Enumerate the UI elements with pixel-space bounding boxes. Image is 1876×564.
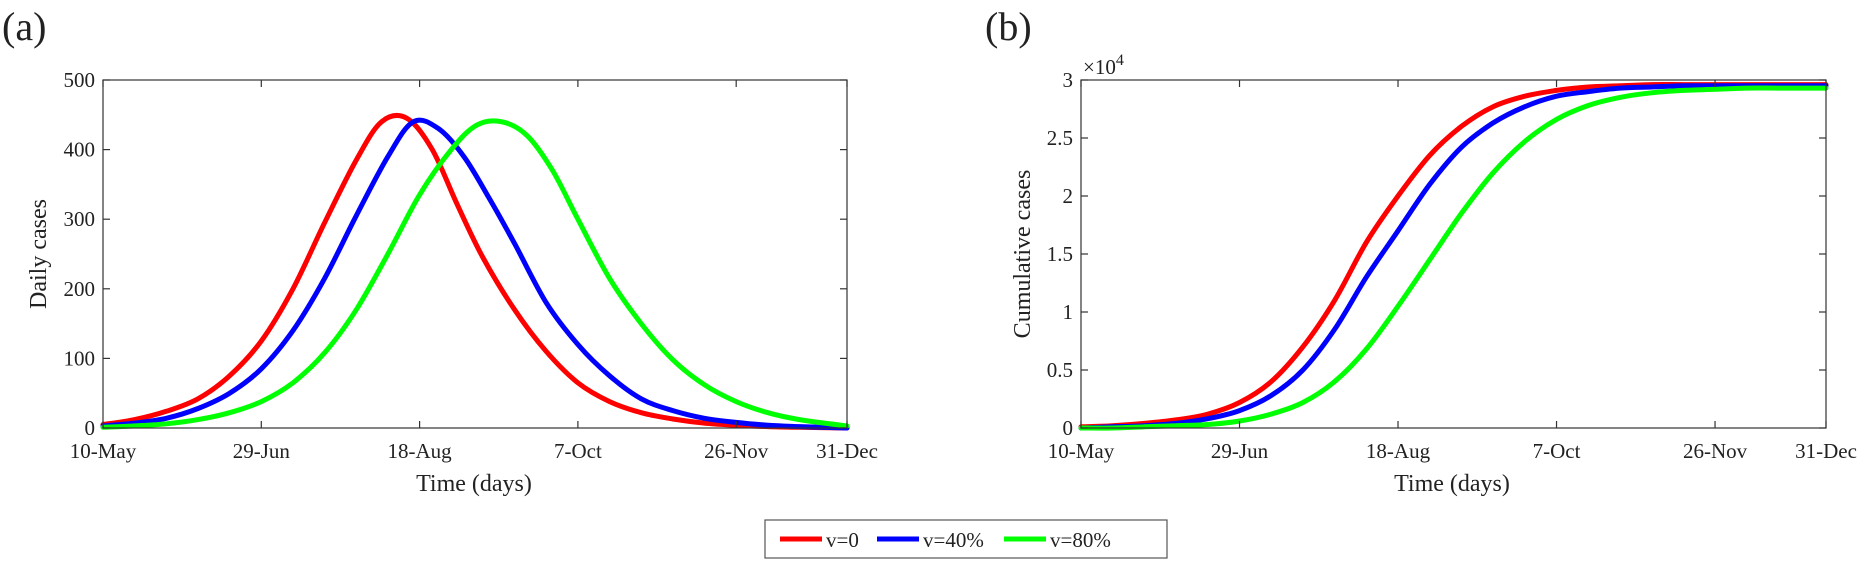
panel-b-y-tick-label-1: 0.5 — [1047, 358, 1073, 382]
legend-label-v80: v=80% — [1050, 528, 1111, 552]
panel-a-x-tick-label-3: 7-Oct — [554, 439, 602, 463]
legend-label-v40: v=40% — [923, 528, 984, 552]
panel-b-series-line-2 — [1078, 85, 1829, 431]
legend-label-v0: v=0 — [826, 528, 859, 552]
panel-a-plot: 10-May 29-Jun 18-Aug 7-Oct 26-Nov 31-Dec 0 100 2… — [64, 68, 878, 463]
panel-b-x-tick-label-3: 7-Oct — [1533, 439, 1581, 463]
panel-b-y-tick-label-5: 2.5 — [1047, 126, 1073, 150]
panel-a-x-tick-label-5: 31-Dec — [816, 439, 878, 463]
panel-b-exponent-power: 4 — [1116, 52, 1124, 69]
panel-b-x-tick-label-2: 18-Aug — [1366, 439, 1431, 463]
panel-a-y-tick-label-4: 400 — [64, 138, 96, 162]
panel-a-y-tick-label-1: 100 — [64, 346, 96, 370]
panel-b-y-tick-label-2: 1 — [1063, 300, 1074, 324]
panel-b-exponent: ×104 — [1083, 52, 1124, 79]
panel-b-y-tick-label-4: 2 — [1063, 184, 1074, 208]
panel-a-letter: (a) — [2, 4, 46, 49]
panel-b-y-tick-label-6: 3 — [1063, 68, 1074, 92]
panel-a-axes-frame — [102, 79, 848, 429]
panel-a-x-tick-label-0: 10-May — [70, 439, 137, 463]
legend: v=0 v=40% v=80% — [764, 519, 1168, 559]
panel-b-plot: 10-May 29-Jun 18-Aug 7-Oct 26-Nov 31-Dec 0 0.5 1… — [1047, 68, 1857, 463]
panel-a-series-line-0 — [100, 112, 850, 431]
panel-b-x-tick-label-5: 31-Dec — [1795, 439, 1857, 463]
panel-a-x-tick-label-1: 29-Jun — [233, 439, 291, 463]
panel-a-x-tick-label-4: 26-Nov — [704, 439, 769, 463]
panel-b-x-tick-label-4: 26-Nov — [1683, 439, 1748, 463]
panel-b-series-line-0 — [1078, 82, 1829, 430]
panel-a-x-tick-label-2: 18-Aug — [388, 439, 453, 463]
panel-a-xlabel: Time (days) — [416, 471, 532, 497]
panel-a-y-tick-label-2: 200 — [64, 277, 96, 301]
panel-b-letter: (b) — [985, 4, 1032, 49]
panel-a-y-tick-label-0: 0 — [85, 416, 96, 440]
panel-a-y-tick-label-3: 300 — [64, 207, 96, 231]
panel-a-ylabel: Daily cases — [26, 199, 52, 309]
panel-b-y-tick-label-0: 0 — [1063, 416, 1074, 440]
legend-box — [764, 519, 1168, 559]
panel-a-series-line-2 — [100, 118, 850, 430]
panel-b-xlabel: Time (days) — [1394, 471, 1510, 497]
panel-b-y-tick-label-3: 1.5 — [1047, 242, 1073, 266]
panel-a-y-tick-label-5: 500 — [64, 68, 96, 92]
panel-a-series-line-1 — [100, 117, 850, 431]
panel-b-series-line-1 — [1078, 83, 1829, 431]
panel-b-exponent-base: ×10 — [1083, 55, 1116, 79]
panel-b-x-tick-label-1: 29-Jun — [1211, 439, 1269, 463]
panel-b-ylabel: Cumulative cases — [1010, 170, 1036, 339]
panel-b-x-tick-label-0: 10-May — [1048, 439, 1115, 463]
